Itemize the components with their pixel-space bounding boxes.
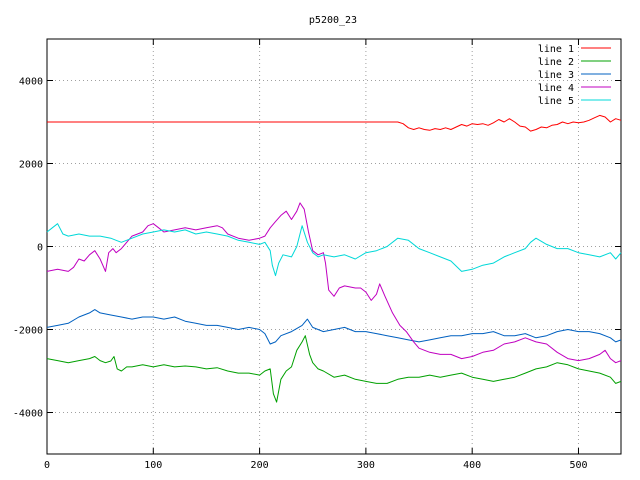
x-tick-label: 100: [144, 460, 162, 471]
chart-title: p5200_23: [309, 15, 357, 26]
legend: line 1 line 2 line 3 line 4 line 5: [538, 44, 611, 107]
legend-label: line 2: [538, 57, 574, 68]
legend-label: line 5: [538, 96, 574, 107]
y-tick-label: 2000: [19, 160, 43, 171]
legend-label: line 3: [538, 70, 574, 81]
series-line-4: [46, 202, 622, 364]
grid: [46, 39, 621, 454]
legend-label: line 4: [538, 83, 574, 94]
x-tick-label: 500: [569, 460, 587, 471]
series-line-2: [46, 335, 622, 403]
y-tick-label: 0: [37, 243, 43, 254]
series-line-1: [47, 114, 622, 132]
series-line-3: [46, 309, 622, 345]
axis-ticks: 0 100 200 300 400 500 4000 2000 0 -2000 -4000: [13, 39, 621, 471]
x-tick-label: 400: [463, 460, 481, 471]
y-tick-label: 4000: [19, 77, 43, 88]
x-tick-label: 300: [357, 460, 375, 471]
x-tick-label: 200: [251, 460, 269, 471]
legend-label: line 1: [538, 44, 574, 55]
plot-frame: [46, 38, 622, 455]
y-tick-label: -4000: [13, 409, 43, 420]
series-line-5: [46, 223, 622, 277]
x-tick-label: 0: [44, 460, 50, 471]
y-tick-label: -2000: [13, 326, 43, 337]
series-group: [46, 114, 622, 403]
